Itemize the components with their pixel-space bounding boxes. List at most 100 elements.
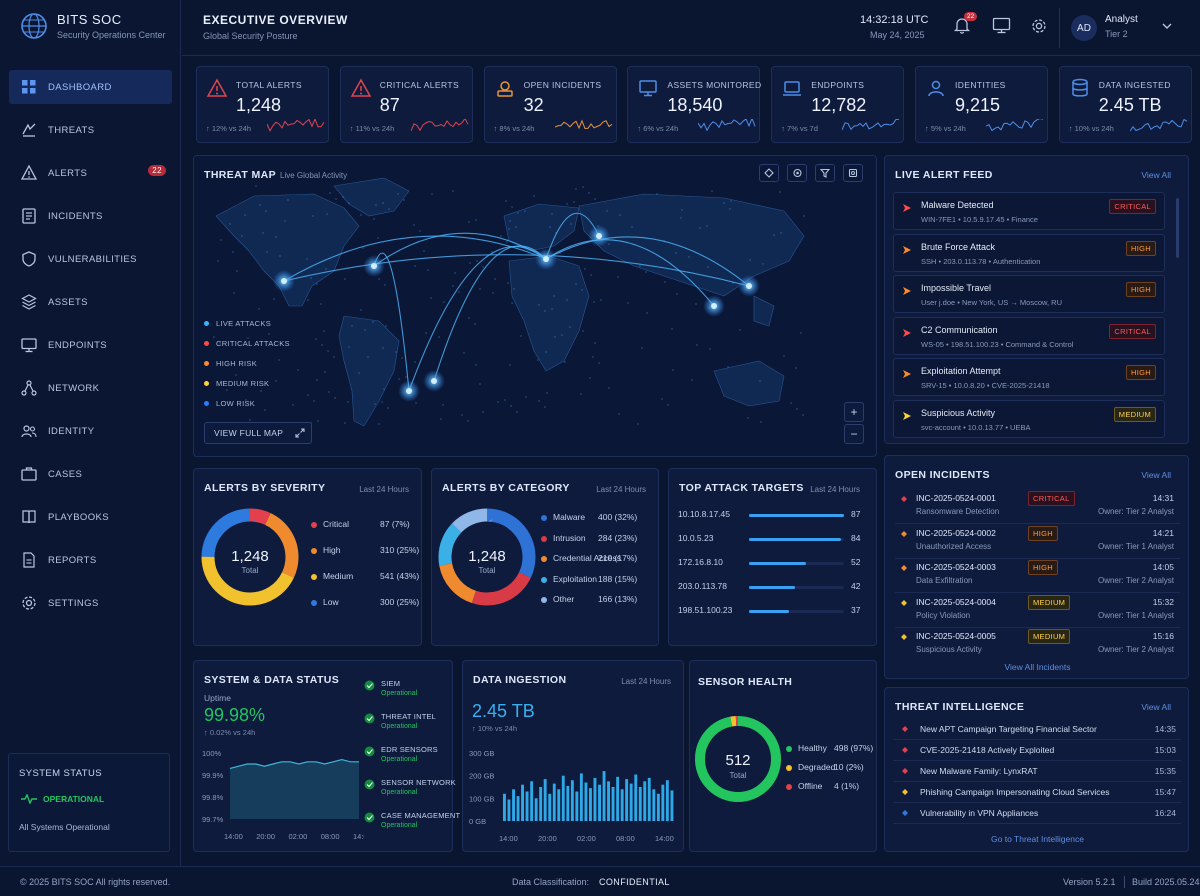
donut-slice-high[interactable] — [201, 508, 299, 606]
zoom-out-button[interactable]: − — [844, 424, 864, 444]
kpi-label: CRITICAL ALERTS — [379, 80, 460, 90]
intel-view-all[interactable]: View All — [1141, 702, 1171, 712]
donut-slice-exploitation[interactable] — [438, 508, 536, 606]
donut-slice-low[interactable] — [201, 508, 299, 606]
feed-item[interactable]: Suspicious Activity svc-account • 10.0.13… — [893, 399, 1165, 438]
brand-subtitle: Security Operations Center — [57, 30, 166, 40]
incident-row[interactable]: INC-2025-0524-0001 CRITICAL 14:31 Ransomwar… — [885, 491, 1190, 524]
uptime-x-tick: 08:00 — [321, 832, 340, 841]
display-button[interactable] — [992, 17, 1011, 37]
donut-slice-medium[interactable] — [201, 508, 299, 606]
nav-item-alerts[interactable]: ALERTS 22 — [9, 156, 172, 190]
feed-item[interactable]: C2 Communication WS-05 • 198.51.100.23 • … — [893, 316, 1165, 355]
nav-item-identity[interactable]: IDENTITY — [9, 414, 172, 448]
donut-slice-other[interactable] — [438, 508, 536, 606]
intel-marker-icon — [902, 768, 908, 774]
settings-button[interactable] — [1030, 17, 1048, 38]
kpi-card-total-alerts[interactable]: TOTAL ALERTS 1,248 ↑ 12% vs 24h — [196, 66, 329, 143]
intel-item[interactable]: CVE-2025-21418 Actively Exploited 15:03 — [893, 741, 1181, 761]
attack-node[interactable] — [746, 283, 752, 289]
intel-item[interactable]: New APT Campaign Targeting Financial Sec… — [893, 720, 1181, 740]
nav-item-endpoints[interactable]: ENDPOINTS — [9, 328, 172, 362]
live-feed-view-all[interactable]: View All — [1141, 170, 1171, 180]
target-ip[interactable]: 10.0.5.23 — [678, 533, 714, 543]
attack-node[interactable] — [596, 233, 602, 239]
zoom-in-button[interactable]: + — [844, 402, 864, 422]
user-menu-toggle[interactable] — [1162, 22, 1172, 33]
kpi-card-assets-monitored[interactable]: ASSETS MONITORED 18,540 ↑ 6% vs 24h — [627, 66, 761, 143]
attack-arc — [545, 236, 750, 287]
attack-node[interactable] — [543, 256, 549, 262]
legend-value: 10 (2%) — [834, 762, 864, 772]
kpi-card-endpoints[interactable]: ENDPOINTS 12,782 ↑ 7% vs 7d — [771, 66, 905, 143]
ingestion-bar — [579, 773, 583, 821]
city-light — [561, 334, 563, 336]
nav-item-label: ASSETS — [48, 296, 88, 308]
kpi-card-identities[interactable]: IDENTITIES 9,215 ↑ 5% vs 24h — [915, 66, 1048, 143]
attack-node[interactable] — [431, 378, 437, 384]
nav-item-playbooks[interactable]: PLAYBOOKS — [9, 500, 172, 534]
view-all-incidents-link[interactable]: View All Incidents — [1004, 662, 1071, 672]
nav-item-label: VULNERABILITIES — [48, 253, 137, 265]
target-ip[interactable]: 203.0.113.78 — [678, 581, 727, 591]
incident-row[interactable]: INC-2025-0524-0002 HIGH 14:21 Unauthorized … — [885, 525, 1190, 559]
nav-item-dashboard[interactable]: DASHBOARD — [9, 70, 172, 104]
nav-item-cases[interactable]: CASES — [9, 457, 172, 491]
nav-item-vulnerabilities[interactable]: VULNERABILITIES — [9, 242, 172, 276]
nav-item-threats[interactable]: THREATS — [9, 113, 172, 147]
intel-text: New APT Campaign Targeting Financial Sec… — [920, 724, 1097, 734]
nav-item-reports[interactable]: REPORTS — [9, 543, 172, 577]
severity-badge: HIGH — [1028, 525, 1058, 541]
notification-button[interactable]: 22 — [953, 12, 978, 38]
severity-badge: CRITICAL — [1109, 323, 1156, 339]
nav-item-settings[interactable]: SETTINGS — [9, 586, 172, 620]
donut-slice-offline[interactable] — [695, 716, 781, 802]
intel-item[interactable]: New Malware Family: LynxRAT 15:35 — [893, 762, 1181, 782]
city-light — [589, 377, 591, 379]
view-full-map-button[interactable]: VIEW FULL MAP — [204, 422, 312, 444]
target-ip[interactable]: 10.10.8.17.45 — [678, 509, 730, 519]
go-to-intel-link[interactable]: Go to Threat Intelligence — [991, 834, 1084, 844]
nav-item-network[interactable]: NETWORK — [9, 371, 172, 405]
target-ip[interactable]: 198.51.100.23 — [678, 605, 733, 615]
map-target-button[interactable] — [759, 164, 779, 182]
header-time: 14:32:18 UTC — [860, 14, 929, 26]
open-incidents-panel: OPEN INCIDENTS View All INC-2025-0524-00… — [884, 455, 1189, 679]
feed-scrollbar[interactable] — [1176, 198, 1179, 258]
incident-row[interactable]: INC-2025-0524-0005 MEDIUM 15:16 Suspicious … — [885, 629, 1190, 661]
intel-item[interactable]: Phishing Campaign Impersonating Cloud Se… — [893, 783, 1181, 803]
incident-row[interactable]: INC-2025-0524-0003 HIGH 14:05 Data Exfiltra… — [885, 560, 1190, 593]
city-light — [482, 411, 484, 413]
city-light — [284, 220, 286, 222]
feed-item[interactable]: Impossible Travel User j.doe • New York, … — [893, 275, 1165, 313]
incident-row[interactable]: INC-2025-0524-0004 MEDIUM 15:32 Policy Viol… — [885, 594, 1190, 628]
attack-node[interactable] — [711, 303, 717, 309]
incidents-view-all[interactable]: View All — [1141, 470, 1171, 480]
kpi-card-data-ingested[interactable]: DATA INGESTED 2.45 TB ↑ 10% vs 24h — [1058, 66, 1192, 143]
map-settings-button[interactable] — [843, 164, 863, 182]
legend-label: Degraded — [798, 762, 836, 772]
target-ip[interactable]: 172.16.8.10 — [678, 557, 723, 567]
feed-item[interactable]: Malware Detected WIN-7FE1 • 10.5.9.17.45 … — [893, 192, 1165, 230]
kpi-card-open-incidents[interactable]: OPEN INCIDENTS 32 ↑ 8% vs 24h — [483, 66, 617, 143]
feed-item[interactable]: Brute Force Attack SSH • 203.0.113.78 • A… — [893, 233, 1165, 272]
world-map[interactable] — [194, 156, 877, 457]
city-light — [262, 232, 264, 234]
intel-item[interactable]: Vulnerability in VPN Appliances 16:24 — [893, 804, 1181, 824]
alert-triangle-icon — [206, 77, 228, 99]
nav-item-assets[interactable]: ASSETS — [9, 285, 172, 319]
map-filter-button[interactable] — [815, 164, 835, 182]
nav-item-incidents[interactable]: INCIDENTS — [9, 199, 172, 233]
attack-node[interactable] — [406, 388, 412, 394]
city-light — [479, 288, 481, 290]
feed-item[interactable]: Exploitation Attempt SRV-15 • 10.0.8.20 •… — [893, 358, 1165, 396]
avatar[interactable]: AD — [1071, 15, 1097, 41]
donut-slice-intrusion[interactable] — [438, 508, 536, 606]
kpi-card-critical-alerts[interactable]: CRITICAL ALERTS 87 ↑ 11% vs 24h — [339, 66, 473, 143]
attack-node[interactable] — [281, 278, 287, 284]
attack-node[interactable] — [371, 263, 377, 269]
sensor-health-panel: SENSOR HEALTH 512 Total Healthy 498 (97%)… — [689, 660, 877, 852]
city-light — [427, 269, 429, 271]
map-legend-item: HIGH RISK — [204, 359, 257, 368]
map-layers-button[interactable] — [787, 164, 807, 182]
